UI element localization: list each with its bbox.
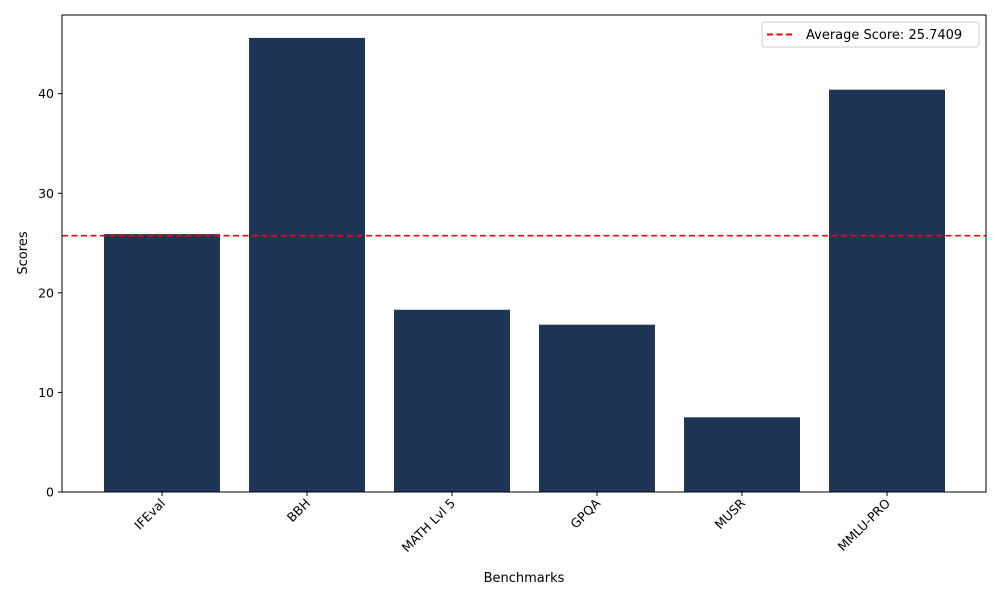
bar-ifeval [104,234,220,492]
y-tick-label: 20 [38,285,54,300]
bar-mmlu-pro [829,89,945,493]
bars-layer [104,37,945,493]
x-tick-label: BBH [284,496,313,525]
y-axis: 0 10 20 30 40 [38,86,62,500]
x-tick-label: MMLU-PRO [835,495,894,554]
legend-box [761,21,980,48]
y-axis-title: Scores [16,231,31,274]
bar-musr [684,417,800,492]
x-tick-label: MATH Lvl 5 [399,496,458,555]
y-tick-label: 30 [38,186,54,201]
x-tick-label: IFEval [131,496,168,533]
x-tick-label: GPQA [567,495,603,531]
y-tick-label: 0 [46,485,54,500]
plot-frame [61,14,987,493]
x-axis-title: Benchmarks [484,571,565,586]
bar-math-lvl-5 [394,309,510,492]
x-tick-label: MUSR [712,495,749,532]
legend: Average Score: 25.7409 [761,21,980,48]
bar-bbh [249,37,365,493]
legend-label-average: Average Score: 25.7409 [806,28,962,43]
bar-gpqa [539,324,655,492]
x-axis: IFEval BBH MATH Lvl 5 GPQA MUSR MMLU-PRO [131,492,893,555]
y-tick-label: 10 [38,385,54,400]
y-tick-label: 40 [38,86,54,101]
